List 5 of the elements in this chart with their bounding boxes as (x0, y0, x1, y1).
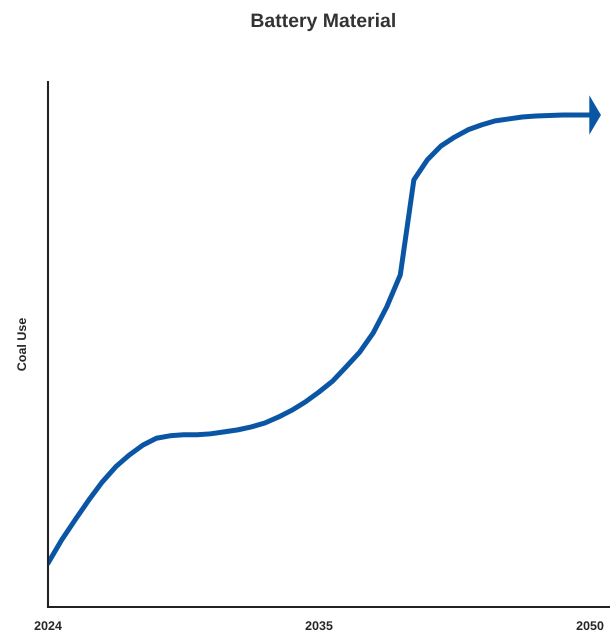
x-tick-label: 2024 (34, 621, 62, 630)
x-tick-label: 2035 (306, 621, 333, 630)
chart-title: Battery Material (252, 12, 395, 32)
y-axis-title: Coal Use (16, 318, 26, 371)
x-tick-label: 2050 (576, 621, 604, 630)
